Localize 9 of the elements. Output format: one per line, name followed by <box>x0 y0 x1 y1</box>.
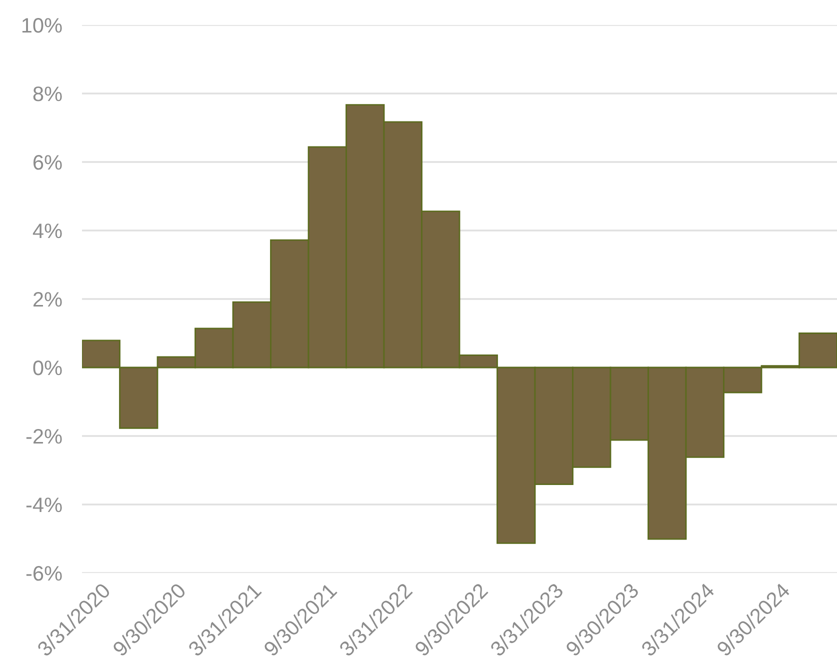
y-tick-label: -2% <box>26 429 62 444</box>
y-tick-label: -6% <box>26 566 62 581</box>
y-tick-label: 2% <box>33 292 62 307</box>
y-tick-label: -4% <box>26 498 62 512</box>
y-tick-label: 8% <box>33 86 62 102</box>
y-tick-label: 0% <box>33 360 62 376</box>
y-tick-label: 10% <box>22 18 62 33</box>
y-tick-label: 6% <box>34 155 62 170</box>
y-tick-label: 4% <box>32 224 62 238</box>
